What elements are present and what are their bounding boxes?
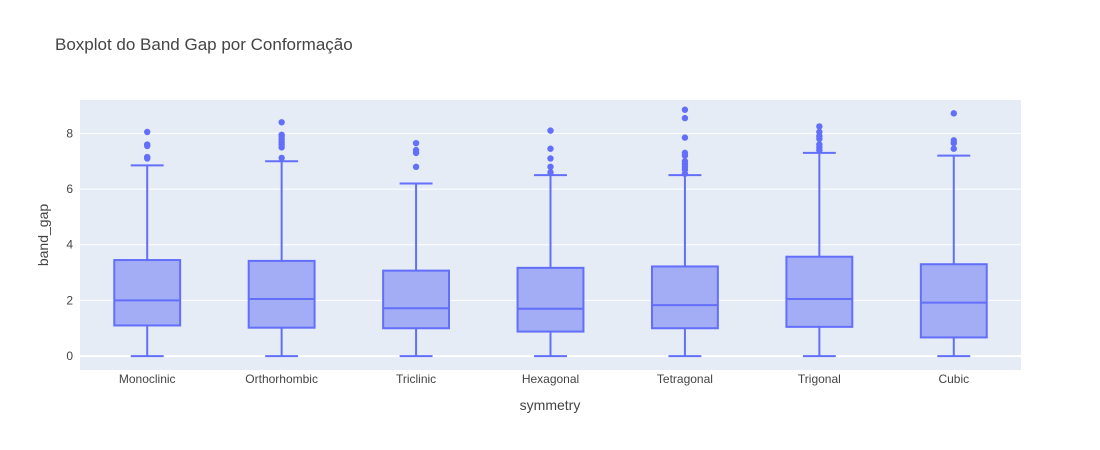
outlier-point (681, 114, 689, 122)
box-orthorhombic (247, 119, 316, 358)
x-tick-label: Monoclinic (119, 372, 176, 386)
y-axis-title: band_gap (35, 204, 51, 267)
x-tick-label: Trigonal (798, 372, 841, 386)
x-axis-title: symmetry (520, 397, 581, 413)
x-tick-label: Triclinic (396, 372, 436, 386)
outlier-point (816, 128, 823, 136)
box-tetragonal (650, 106, 719, 358)
iqr-box (382, 269, 451, 330)
outlier-point (950, 110, 957, 117)
outlier-point (278, 131, 285, 138)
y-tick-label: 4 (66, 238, 73, 252)
y-axis-ticks: 0 2 4 6 8 (66, 126, 73, 363)
box-monoclinic (113, 128, 182, 358)
box-trigonal (785, 123, 854, 358)
outlier-point (144, 128, 151, 136)
outlier-point (547, 145, 554, 152)
outlier-point (950, 145, 957, 152)
outlier-point (144, 141, 151, 148)
iqr-box (113, 259, 182, 327)
outlier-point (816, 141, 823, 148)
iqr-box (919, 263, 988, 339)
y-tick-label: 6 (66, 182, 73, 196)
outlier-point (681, 134, 689, 141)
outlier-point (681, 106, 689, 113)
outlier-point (547, 169, 554, 176)
outlier-point (412, 146, 420, 154)
y-tick-label: 8 (66, 126, 73, 140)
outlier-point (278, 154, 285, 162)
chart-title: Boxplot do Band Gap por Conformação (55, 35, 353, 54)
outlier-point (816, 123, 823, 130)
iqr-box (785, 255, 854, 328)
box-hexagonal (516, 127, 585, 358)
outlier-point (681, 149, 689, 157)
outlier-point (144, 153, 151, 161)
y-tick-label: 0 (66, 349, 73, 363)
outlier-point (412, 139, 420, 147)
x-tick-label: Hexagonal (522, 372, 579, 386)
iqr-box (516, 266, 585, 333)
box-cubic (919, 110, 988, 358)
x-tick-label: Cubic (938, 372, 969, 386)
iqr-box (247, 259, 316, 329)
outlier-point (412, 163, 420, 171)
outlier-point (547, 155, 554, 162)
x-tick-label: Orthorhombic (245, 372, 318, 386)
x-tick-label: Tetragonal (657, 372, 713, 386)
box-series (113, 106, 988, 358)
outlier-point (278, 119, 285, 126)
outlier-point (547, 163, 554, 171)
outlier-point (950, 137, 957, 144)
y-tick-label: 2 (66, 293, 73, 307)
outlier-point (547, 127, 554, 134)
box-triclinic (382, 139, 451, 358)
x-axis-ticks: Monoclinic Orthorhombic Triclinic Hexagonal… (119, 372, 969, 386)
iqr-box (650, 265, 719, 330)
outlier-point (681, 158, 689, 165)
